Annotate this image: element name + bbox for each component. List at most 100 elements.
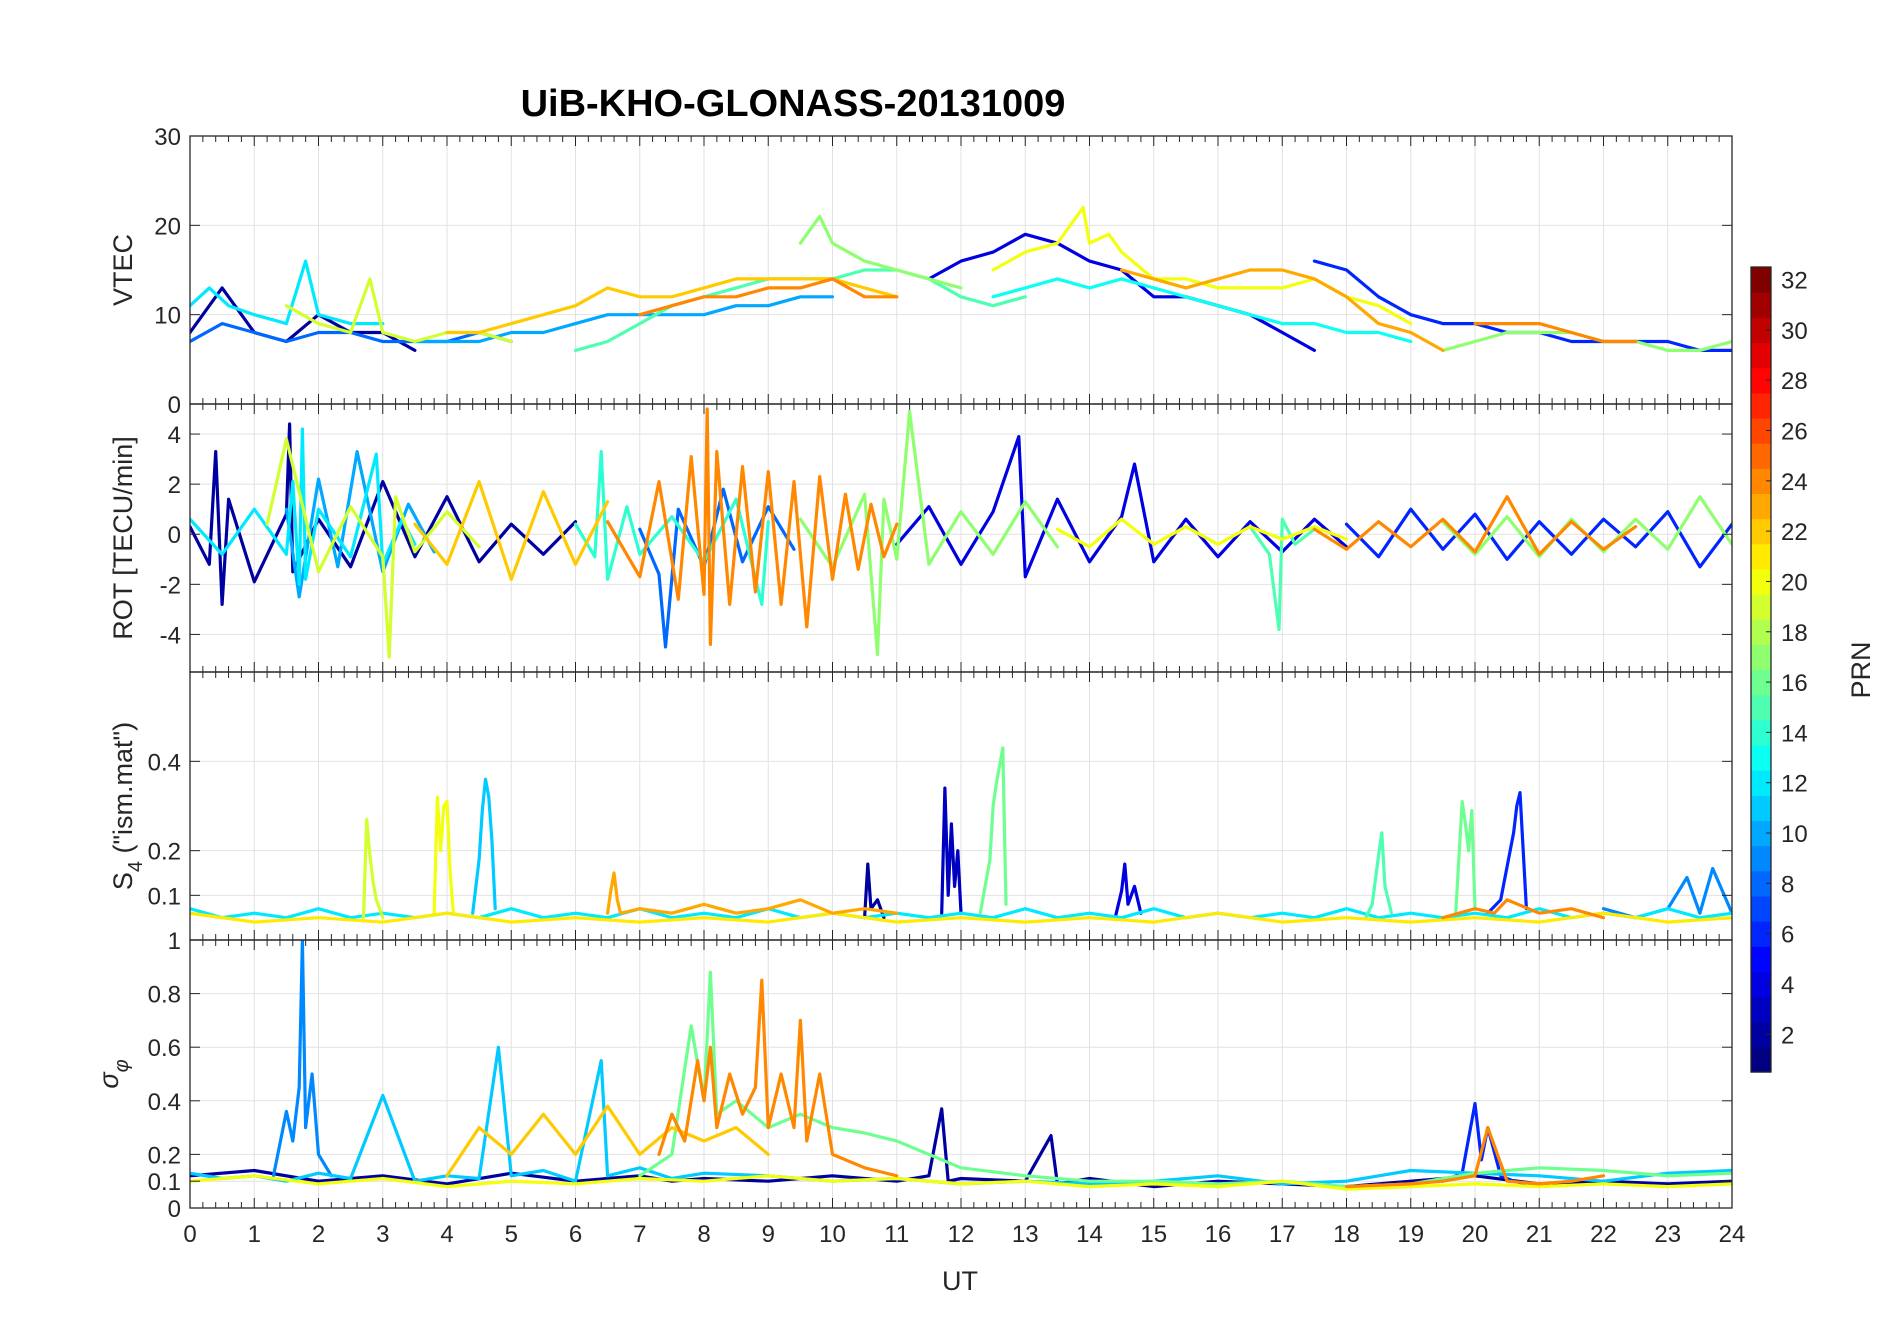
- colorbar-swatch: [1751, 644, 1771, 671]
- series-line-prn-24: [605, 407, 899, 647]
- y-axis-label-s4: S4 ("ism.mat"): [108, 722, 147, 890]
- y-label-subscript: φ: [111, 1059, 133, 1072]
- colorbar-tick-label: 26: [1781, 419, 1808, 446]
- colorbar-swatch: [1751, 568, 1771, 595]
- x-tick-label: 3: [376, 1221, 389, 1248]
- colorbar-tick-label: 20: [1781, 569, 1808, 596]
- panel-s4: 0.1 0.2 0.4 1 S4 ("ism.mat"): [108, 671, 1733, 955]
- y-tick-label: 20: [154, 213, 181, 240]
- colorbar-swatch: [1751, 468, 1771, 495]
- colorbar-swatch: [1751, 895, 1771, 922]
- colorbar-tick-label: 28: [1781, 368, 1808, 395]
- colorbar-swatch: [1751, 342, 1771, 369]
- colorbar-swatch: [1751, 619, 1771, 645]
- x-tick-label: 16: [1205, 1221, 1232, 1248]
- x-tick-label: 10: [819, 1221, 846, 1248]
- traces-sigma: [190, 940, 1732, 1191]
- y-tick-label: -2: [160, 572, 181, 599]
- y-tick-label: 30: [154, 124, 181, 151]
- series-line-prn-6: [1344, 507, 1732, 569]
- colorbar-tick-label: 8: [1781, 871, 1794, 898]
- colorbar-swatch: [1751, 971, 1771, 998]
- y-tick-label: 0: [168, 522, 181, 549]
- colorbar-swatch: [1751, 921, 1771, 947]
- y-label-main: VTEC: [108, 234, 138, 306]
- colorbar-swatch: [1751, 392, 1771, 419]
- colorbar-swatch: [1751, 669, 1771, 696]
- traces-vtec: [190, 205, 1732, 352]
- series-line-prn-23: [1119, 268, 1445, 352]
- colorbar-swatch: [1751, 1021, 1771, 1048]
- colorbar-swatch: [1751, 594, 1771, 620]
- series-line-prn-24: [1441, 898, 1606, 920]
- series-line-prn-22: [413, 480, 610, 581]
- colorbar-swatch: [1751, 443, 1771, 469]
- series-line-prn-6: [1486, 790, 1529, 915]
- series-line-prn-11: [471, 777, 497, 915]
- x-tick-label: 23: [1654, 1221, 1681, 1248]
- y-tick-label: 0.2: [148, 1142, 181, 1169]
- y-tick-label: 4: [168, 422, 181, 449]
- traces-s4: [190, 746, 1732, 924]
- colorbar-tick-label: 22: [1781, 519, 1808, 546]
- series-line-prn-24: [638, 277, 899, 317]
- y-tick-label: 0: [168, 392, 181, 419]
- series-line-prn-24: [1344, 1125, 1606, 1189]
- x-tick-label: 17: [1269, 1221, 1296, 1248]
- x-tick-label: 5: [505, 1221, 518, 1248]
- colorbar-tick-label: 30: [1781, 318, 1808, 345]
- series-line-prn-9: [271, 940, 333, 1178]
- y-tick-label: 0.2: [148, 839, 181, 866]
- series-line-prn-3: [940, 786, 963, 915]
- x-tick-label: 13: [1012, 1221, 1039, 1248]
- x-tick-label: 1: [248, 1221, 261, 1248]
- y-tick-label: 0.8: [148, 982, 181, 1009]
- series-line-prn-13: [991, 277, 1413, 344]
- panel-rot: -4 -2 0 2 4 ROT [TECU/min]: [108, 403, 1733, 673]
- x-tick-label: 9: [762, 1221, 775, 1248]
- colorbar-tick-label: 24: [1781, 469, 1808, 496]
- colorbar-swatch: [1751, 870, 1771, 897]
- series-line-prn-24: [1312, 495, 1638, 556]
- x-axis-label: UT: [942, 1266, 978, 1296]
- series-line-prn-20: [432, 795, 455, 915]
- series-line-prn-2: [190, 286, 417, 352]
- colorbar-tick-label: 14: [1781, 720, 1808, 747]
- series-line-prn-19: [265, 437, 481, 659]
- series-line-prn-4: [1113, 862, 1143, 920]
- colorbar-swatch: [1751, 417, 1771, 444]
- colorbar-tick-label: 6: [1781, 922, 1794, 949]
- colorbar-swatch: [1751, 543, 1771, 570]
- x-tick-label: 22: [1590, 1221, 1617, 1248]
- y-label-main: S: [108, 872, 138, 890]
- x-tick-label: 12: [948, 1221, 975, 1248]
- y-tick-label: -4: [160, 622, 181, 649]
- y-axis-label-rot: ROT [TECU/min]: [108, 436, 138, 640]
- series-line-prn-24: [657, 978, 899, 1178]
- colorbar-label: PRN: [1846, 641, 1876, 698]
- colorbar-tick-label: 32: [1781, 268, 1808, 295]
- series-line-prn-23: [605, 871, 899, 915]
- colorbar-tick-label: 12: [1781, 771, 1808, 798]
- colorbar-frame: [1750, 266, 1772, 1073]
- y-tick-label: 0.1: [148, 1169, 181, 1196]
- series-line-prn-12: [190, 427, 417, 586]
- colorbar-swatch: [1751, 744, 1771, 771]
- y-tick-label-overlap: 1: [168, 928, 181, 955]
- y-label-subscript: 4: [125, 861, 147, 872]
- colorbar-swatch: [1751, 317, 1771, 344]
- series-line-prn-21: [190, 911, 1732, 924]
- colorbar-tick-label: 18: [1781, 620, 1808, 647]
- x-tick-label: 15: [1140, 1221, 1167, 1248]
- x-tick-label: 4: [440, 1221, 453, 1248]
- series-line-prn-17: [798, 409, 1060, 657]
- x-tick-label: 8: [697, 1221, 710, 1248]
- colorbar-tick-label: 4: [1781, 972, 1794, 999]
- y-label-tail: ("ism.mat"): [108, 722, 138, 861]
- panel-vtec: 0 10 20 30 VTEC: [108, 124, 1733, 419]
- x-tick-label: 20: [1462, 1221, 1489, 1248]
